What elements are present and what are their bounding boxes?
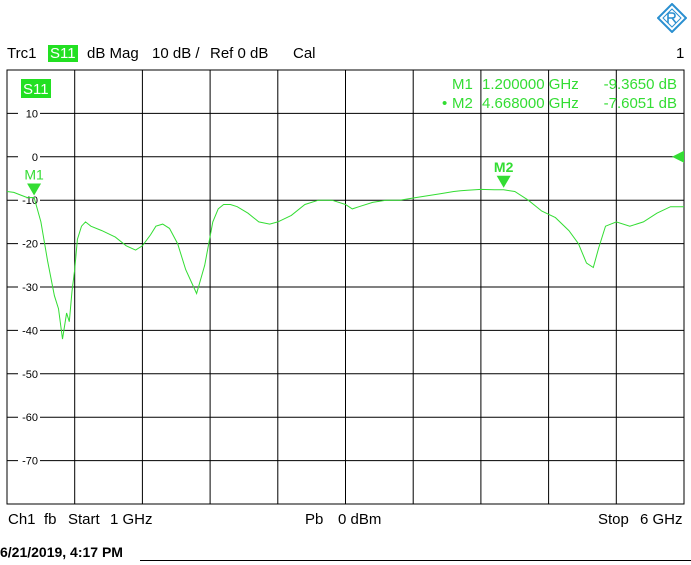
format-label[interactable]: dB Mag (87, 45, 139, 62)
power-value[interactable]: 0 dBm (338, 511, 382, 528)
marker-m1-triangle-icon[interactable] (27, 183, 42, 196)
cal-label[interactable]: Cal (293, 45, 316, 62)
marker-group: M1 M2 (24, 159, 514, 196)
y-tick-label-bg (18, 323, 40, 338)
footer-channel[interactable]: Ch1 (8, 511, 36, 528)
trace-name[interactable]: Trc1 (7, 45, 37, 62)
start-label: Start (68, 511, 100, 528)
y-tick-label-bg (18, 410, 40, 425)
power-label: Pb (305, 511, 324, 528)
trace-label: S11 (23, 81, 49, 98)
marker-m2-label[interactable]: M2 (494, 159, 514, 175)
y-tick-label: -50 (22, 369, 38, 381)
marker-m2-readout-label: M2 (452, 95, 473, 112)
y-tick-label: -40 (22, 325, 38, 337)
marker-readout: M1 1.200000 GHz -9.3650 dB • M2 4.668000… (442, 76, 677, 112)
trace-label-badge: S11 (21, 79, 51, 98)
reference-level-arrow-icon[interactable] (672, 150, 684, 163)
marker-m2-frequency: 4.668000 GHz (482, 95, 579, 112)
marker-m2-value: -7.6051 dB (604, 95, 677, 112)
footer-mode: fb (44, 511, 57, 528)
y-tick-labels: 100-10-20-30-40-50-60-70 (18, 106, 40, 468)
timestamp: 6/21/2019, 4:17 PM (0, 544, 123, 560)
y-tick-label-bg (18, 453, 40, 468)
marker-m1-value: -9.3650 dB (604, 76, 677, 93)
y-tick-label-bg (18, 106, 40, 121)
y-tick-label-bg (18, 366, 40, 381)
marker-m1-frequency: 1.200000 GHz (482, 76, 579, 93)
timestamp-underline (140, 560, 691, 561)
active-marker-dot: • (442, 95, 447, 112)
parameter-badge[interactable]: S11 (48, 45, 78, 62)
scale-label[interactable]: 10 dB / (152, 45, 200, 62)
trace-label-bg (21, 79, 51, 98)
marker-m2-triangle-icon[interactable] (496, 175, 511, 188)
stop-frequency[interactable]: 6 GHz (640, 511, 683, 528)
y-tick-label: 10 (26, 108, 38, 120)
marker-m1-label[interactable]: M1 (24, 166, 44, 182)
y-tick-label-bg (18, 149, 40, 164)
rohde-schwarz-logo-icon (657, 3, 687, 33)
y-tick-label-bg (18, 280, 40, 294)
y-tick-label: 0 (32, 152, 38, 164)
s11-trace-line[interactable] (6, 188, 684, 340)
marker-m1-readout-label: M1 (452, 76, 473, 93)
y-tick-label: -20 (22, 239, 38, 251)
header-bar: Trc1 S11 dB Mag 10 dB / Ref 0 dB Cal 1 (0, 0, 691, 70)
chart-grid (6, 69, 685, 505)
y-tick-label-bg (18, 193, 40, 208)
stop-label: Stop (598, 511, 629, 528)
channel-index: 1 (676, 45, 685, 62)
y-tick-label: -70 (22, 456, 38, 468)
y-tick-label-bg (18, 236, 40, 251)
reference-label[interactable]: Ref 0 dB (210, 45, 269, 62)
y-tick-label: -60 (22, 412, 38, 424)
start-frequency[interactable]: 1 GHz (110, 511, 153, 528)
y-tick-label: -30 (22, 282, 38, 294)
